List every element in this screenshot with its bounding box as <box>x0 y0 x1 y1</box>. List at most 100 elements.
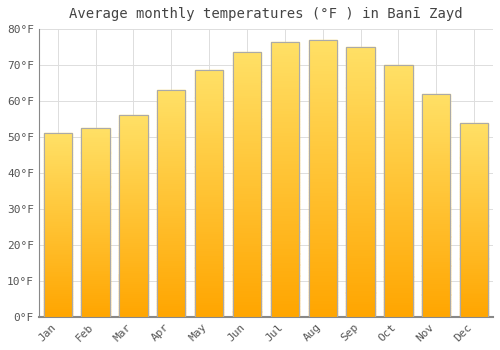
Bar <box>233 140 261 142</box>
Bar <box>270 182 299 185</box>
Bar <box>270 138 299 141</box>
Bar <box>119 246 148 248</box>
Bar <box>195 132 224 134</box>
Bar <box>346 152 375 155</box>
Bar <box>460 315 488 317</box>
Bar <box>195 125 224 127</box>
Bar <box>346 174 375 176</box>
Bar <box>308 247 337 250</box>
Bar <box>233 184 261 187</box>
Bar <box>233 132 261 134</box>
Bar <box>422 243 450 245</box>
Bar <box>119 144 148 146</box>
Bar <box>82 209 110 211</box>
Bar <box>346 239 375 241</box>
Bar <box>384 135 412 138</box>
Bar <box>44 251 72 253</box>
Bar <box>460 158 488 160</box>
Bar <box>270 284 299 287</box>
Bar <box>308 281 337 284</box>
Bar <box>384 206 412 209</box>
Bar <box>270 91 299 94</box>
Bar <box>308 73 337 76</box>
Bar <box>44 170 72 172</box>
Bar <box>270 42 299 317</box>
Bar <box>82 187 110 188</box>
Bar <box>82 190 110 192</box>
Bar <box>422 248 450 250</box>
Bar <box>157 287 186 289</box>
Bar <box>422 263 450 266</box>
Bar <box>119 276 148 279</box>
Bar <box>157 99 186 102</box>
Bar <box>82 143 110 145</box>
Bar <box>308 170 337 173</box>
Bar <box>460 122 488 317</box>
Bar <box>460 274 488 276</box>
Bar <box>270 55 299 58</box>
Bar <box>82 313 110 315</box>
Bar <box>119 194 148 196</box>
Bar <box>119 168 148 170</box>
Bar <box>44 133 72 135</box>
Bar <box>308 128 337 131</box>
Bar <box>346 133 375 136</box>
Bar <box>422 123 450 125</box>
Bar <box>195 144 224 147</box>
Bar <box>157 222 186 224</box>
Bar <box>270 300 299 303</box>
Bar <box>460 239 488 241</box>
Bar <box>346 63 375 66</box>
Bar <box>422 219 450 221</box>
Bar <box>119 272 148 274</box>
Bar <box>384 266 412 269</box>
Bar <box>384 292 412 294</box>
Bar <box>270 124 299 127</box>
Bar <box>346 274 375 276</box>
Bar <box>384 216 412 219</box>
Bar <box>346 217 375 220</box>
Bar <box>44 260 72 262</box>
Bar <box>346 260 375 263</box>
Bar <box>82 200 110 202</box>
Bar <box>233 166 261 169</box>
Bar <box>119 266 148 268</box>
Bar <box>460 272 488 274</box>
Bar <box>195 194 224 196</box>
Bar <box>119 240 148 242</box>
Bar <box>346 279 375 282</box>
Bar <box>384 287 412 289</box>
Bar <box>195 270 224 272</box>
Bar <box>119 280 148 282</box>
Bar <box>346 241 375 244</box>
Bar <box>422 192 450 194</box>
Bar <box>346 249 375 252</box>
Bar <box>233 280 261 282</box>
Bar <box>308 109 337 112</box>
Bar <box>384 83 412 85</box>
Bar <box>460 122 488 125</box>
Bar <box>460 163 488 165</box>
Bar <box>346 166 375 168</box>
Bar <box>308 43 337 46</box>
Bar <box>422 178 450 181</box>
Bar <box>384 85 412 88</box>
Bar <box>384 163 412 166</box>
Bar <box>233 84 261 87</box>
Bar <box>119 274 148 277</box>
Bar <box>195 218 224 221</box>
Bar <box>270 311 299 314</box>
Bar <box>233 269 261 272</box>
Bar <box>119 271 148 273</box>
Bar <box>308 153 337 156</box>
Bar <box>460 251 488 253</box>
Bar <box>119 182 148 184</box>
Bar <box>44 141 72 142</box>
Bar <box>384 183 412 186</box>
Bar <box>44 311 72 313</box>
Bar <box>157 149 186 152</box>
Bar <box>308 156 337 159</box>
Bar <box>119 160 148 162</box>
Bar <box>460 212 488 214</box>
Bar <box>82 262 110 264</box>
